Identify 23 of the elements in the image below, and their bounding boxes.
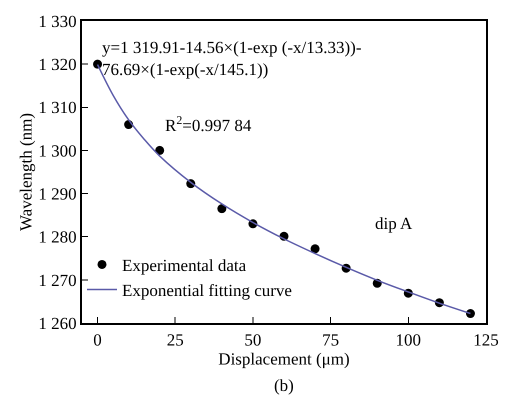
y-tick-label: 1 300 <box>38 141 77 160</box>
legend-label: Exponential fitting curve <box>122 281 292 300</box>
annotation: R$^{2}$=0.997 84 <box>165 113 252 136</box>
x-tick-label: 25 <box>166 330 184 350</box>
point <box>310 244 320 254</box>
y-tick-label: 1 290 <box>38 184 77 204</box>
x-tick-label: 100 <box>396 330 422 350</box>
text: (b) <box>274 376 294 395</box>
y-tick-label: 1 270 <box>38 270 77 290</box>
x-tick-label: 125 <box>473 330 499 350</box>
y-tick-label: 1 330 <box>38 12 77 31</box>
legend-label: Experimental data <box>122 256 247 276</box>
annotation: dip A <box>375 214 414 233</box>
x-axis-title: Displacement (μm) <box>218 349 350 368</box>
y-tick-label: 1 320 <box>38 55 77 74</box>
y-tick-label: 1 310 <box>38 98 77 118</box>
x-tick-label: 75 <box>322 330 340 350</box>
y-axis-title: Wavelength (nm) <box>16 112 36 232</box>
y-tick-label: 1 280 <box>38 228 77 247</box>
annotation: y=1 319.91-14.56×(1-exp (-x/13.33))- 76.69×(1-exp(-x/145.1)) <box>102 38 362 80</box>
x-tick-label: 50 <box>244 330 262 350</box>
x-tick-label: 0 <box>93 330 102 350</box>
y-tick-label: 1 260 <box>38 314 77 333</box>
